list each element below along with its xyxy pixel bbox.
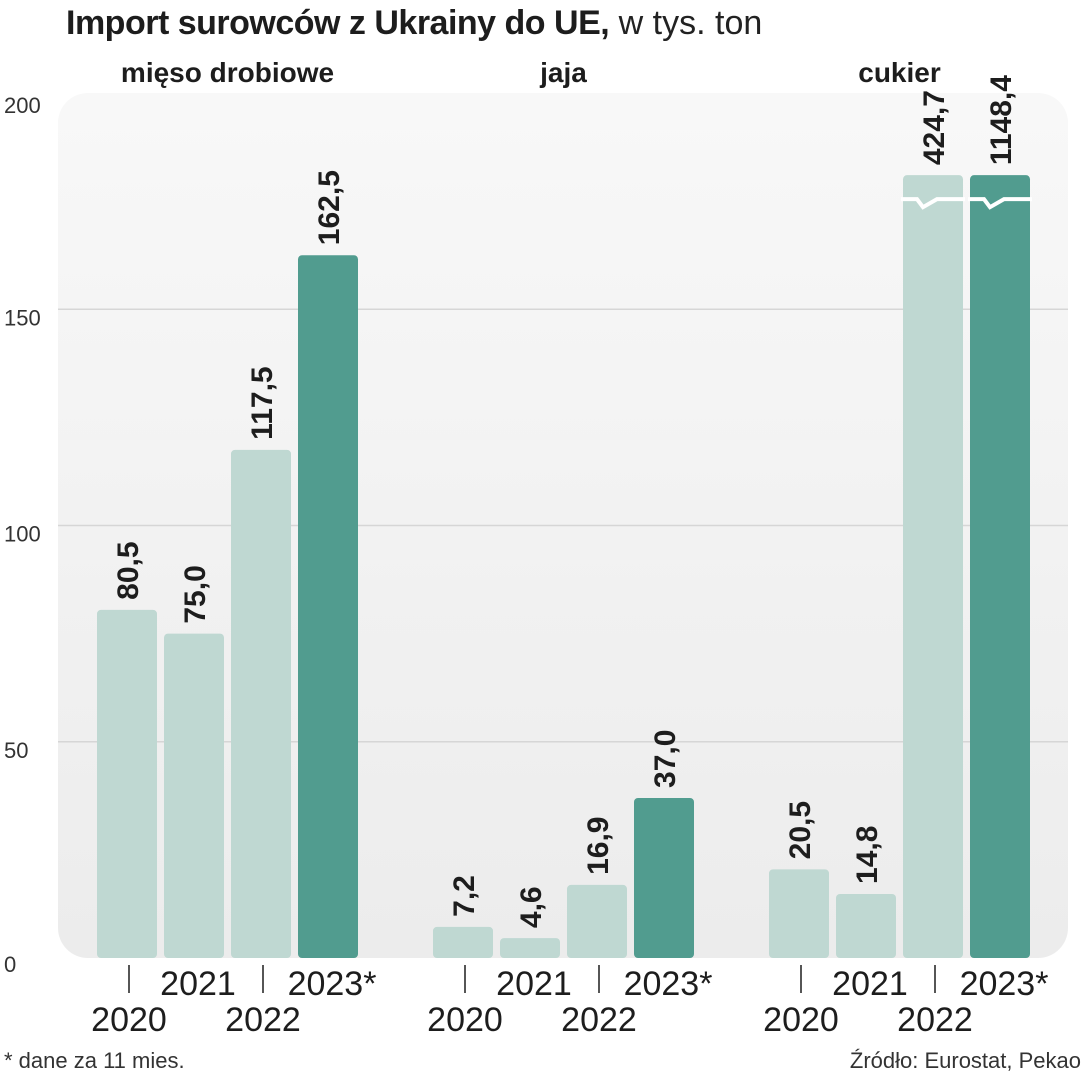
bar [970, 175, 1030, 959]
value-label: 37,0 [649, 730, 682, 788]
y-tick-label: 150 [4, 305, 41, 330]
x-tick-label: 2023* [288, 965, 377, 1003]
source-note: Źródło: Eurostat, Pekao [849, 1048, 1081, 1073]
value-label: 75,0 [179, 565, 212, 623]
axis-break-mark [901, 197, 965, 210]
group-title: jaja [539, 57, 587, 88]
bar [634, 797, 694, 958]
x-tick-label: 2020 [763, 1001, 839, 1039]
axis-break-mark [968, 197, 1032, 210]
group-title: mięso drobiowe [121, 57, 334, 88]
value-label: 20,5 [784, 801, 817, 859]
footnote: * dane za 11 mies. [4, 1048, 185, 1073]
chart-title: Import surowców z Ukrainy do UE, w tys. … [66, 4, 762, 43]
x-tick-label: 2023* [960, 965, 1049, 1003]
x-tick-label: 2023* [624, 965, 713, 1003]
bar [231, 449, 291, 958]
value-label: 162,5 [313, 170, 346, 245]
x-tick-label: 2020 [427, 1001, 503, 1039]
value-label: 16,9 [582, 817, 615, 875]
bar [567, 884, 627, 958]
value-label: 117,5 [246, 366, 279, 439]
y-tick-label: 200 [4, 93, 41, 118]
chart-title-unit: w tys. ton [618, 4, 763, 42]
x-tick-label: 2020 [91, 1001, 167, 1039]
value-label: 424,7 [918, 90, 951, 165]
y-tick-label: 100 [4, 522, 41, 547]
bar [298, 255, 358, 958]
bar [97, 609, 157, 958]
bar [433, 926, 493, 958]
y-tick-label: 0 [4, 952, 16, 977]
value-label: 80,5 [112, 541, 145, 599]
value-label: 14,8 [851, 826, 884, 884]
x-tick-label: 2021 [832, 965, 908, 1003]
bar [836, 893, 896, 958]
bar [769, 869, 829, 958]
group-title: cukier [858, 57, 941, 88]
x-tick-label: 2022 [897, 1001, 973, 1039]
bar [164, 633, 224, 958]
x-tick-label: 2021 [160, 965, 236, 1003]
value-label: 7,2 [448, 875, 481, 917]
bar [903, 175, 963, 959]
chart-title-main: Import surowców z Ukrainy do UE, [66, 4, 610, 42]
value-label: 4,6 [515, 886, 548, 928]
x-tick-label: 2021 [496, 965, 572, 1003]
y-tick-label: 50 [4, 738, 28, 763]
x-tick-label: 2022 [225, 1001, 301, 1039]
x-tick-label: 2022 [561, 1001, 637, 1039]
value-label: 1148,4 [985, 75, 1018, 165]
bar [500, 938, 560, 958]
